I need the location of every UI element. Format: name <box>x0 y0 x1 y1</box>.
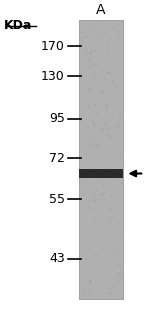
Text: 130: 130 <box>41 70 65 83</box>
Text: 95: 95 <box>49 112 65 126</box>
FancyBboxPatch shape <box>79 20 123 300</box>
Text: KDa: KDa <box>4 19 33 32</box>
FancyBboxPatch shape <box>79 169 123 178</box>
Text: 43: 43 <box>49 252 65 265</box>
Text: A: A <box>96 3 106 17</box>
Text: 55: 55 <box>49 193 65 206</box>
Text: 72: 72 <box>49 152 65 165</box>
Text: 170: 170 <box>41 39 65 53</box>
